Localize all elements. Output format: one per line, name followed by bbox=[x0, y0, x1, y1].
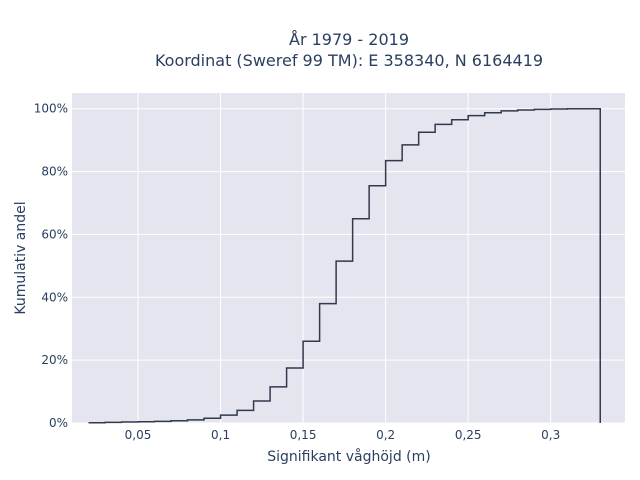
y-tick-label: 80% bbox=[41, 165, 68, 179]
y-tick-label: 100% bbox=[34, 102, 68, 116]
chart-title-line-2: Koordinat (Sweref 99 TM): E 358340, N 61… bbox=[155, 51, 543, 70]
cumulative-series-line bbox=[88, 107, 601, 424]
plot-area bbox=[72, 93, 625, 423]
x-tick-label: 0,15 bbox=[290, 428, 317, 442]
x-tick-label: 0,25 bbox=[455, 428, 482, 442]
y-axis-title: Kumulativ andel bbox=[13, 201, 29, 314]
y-tick-label: 20% bbox=[41, 353, 68, 367]
y-tick-label: 40% bbox=[41, 290, 68, 304]
tick-labels: 0,05 0,1 0,15 0,2 0,25 0,3 0% 20% 40% 60% 80% 100% bbox=[34, 102, 561, 442]
grid-lines bbox=[72, 93, 625, 424]
chart-title-line-1: År 1979 - 2019 bbox=[289, 30, 409, 49]
y-tick-label: 0% bbox=[49, 416, 68, 430]
x-tick-label: 0,1 bbox=[211, 428, 230, 442]
y-tick-label: 60% bbox=[41, 227, 68, 241]
x-tick-label: 0,05 bbox=[125, 428, 152, 442]
x-tick-label: 0,3 bbox=[541, 428, 560, 442]
x-axis-title: Signifikant våghöjd (m) bbox=[267, 448, 430, 465]
x-tick-label: 0,2 bbox=[376, 428, 395, 442]
